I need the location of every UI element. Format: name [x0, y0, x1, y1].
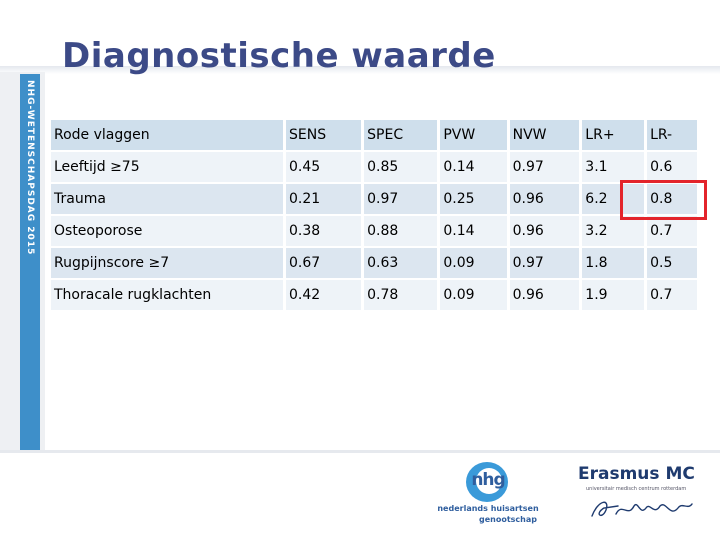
erasmus-logo-name: Erasmus MC: [578, 464, 695, 484]
erasmus-logo-subtitle: universitair medisch centrum rotterdam: [586, 486, 687, 492]
top-rule: [0, 66, 720, 74]
table-row: Osteoporose 0.38 0.88 0.14 0.96 3.2 0.7: [51, 216, 697, 246]
bottom-rule: [0, 450, 720, 453]
row-label-cell: Trauma: [51, 184, 283, 214]
table-cell: 0.38: [286, 216, 362, 246]
row-label-cell: Leeftijd ≥75: [51, 152, 283, 182]
nhg-logo-line2: genootschap: [479, 515, 537, 524]
erasmus-signature-icon: [591, 501, 693, 517]
table-row: Trauma 0.21 0.97 0.25 0.96 6.2 0.8: [51, 184, 697, 214]
row-label-cell: Osteoporose: [51, 216, 283, 246]
table-cell: 0.97: [364, 184, 438, 214]
table-cell: 1.8: [582, 248, 645, 278]
row-label-cell: Thoracale rugklachten: [51, 280, 283, 310]
table-cell: 0.7: [647, 216, 697, 246]
diagnostic-table: Rode vlaggen SENS SPEC PVW NVW LR+ LR- L…: [48, 118, 700, 312]
table-cell: 0.25: [440, 184, 507, 214]
header-cell: SPEC: [364, 120, 438, 150]
table-cell: 3.2: [582, 216, 645, 246]
table-cell: 0.97: [509, 248, 580, 278]
table-cell: 0.8: [647, 184, 697, 214]
side-band: [20, 74, 40, 452]
table-cell: 0.96: [509, 280, 580, 310]
nhg-logo-mark: nhg: [471, 470, 505, 490]
table-cell: 0.42: [286, 280, 362, 310]
nhg-logo: nhg nederlands huisartsen genootschap: [432, 462, 544, 528]
erasmus-logo: Erasmus MC universitair medisch centrum …: [578, 464, 704, 530]
table-cell: 0.45: [286, 152, 362, 182]
table-cell: 3.1: [582, 152, 645, 182]
row-label-cell: Rugpijnscore ≥7: [51, 248, 283, 278]
table-cell: 0.85: [364, 152, 438, 182]
header-cell: LR-: [647, 120, 697, 150]
table-cell: 0.09: [440, 280, 507, 310]
table-cell: 1.9: [582, 280, 645, 310]
table-cell: 0.63: [364, 248, 438, 278]
highlight-box: [620, 180, 707, 220]
table-cell: 0.5: [647, 248, 697, 278]
table-cell: 0.09: [440, 248, 507, 278]
table-cell: 0.6: [647, 152, 697, 182]
header-cell: SENS: [286, 120, 362, 150]
table-cell: 0.7: [647, 280, 697, 310]
nhg-logo-line1: nederlands huisartsen: [437, 504, 539, 513]
table-cell: 0.67: [286, 248, 362, 278]
table-row: Leeftijd ≥75 0.45 0.85 0.14 0.97 3.1 0.6: [51, 152, 697, 182]
table-cell: 0.96: [509, 216, 580, 246]
table-cell: 0.88: [364, 216, 438, 246]
table-cell: 0.96: [509, 184, 580, 214]
header-cell: PVW: [440, 120, 507, 150]
table-cell: 6.2: [582, 184, 645, 214]
table-cell: 0.14: [440, 152, 507, 182]
table-cell: 0.97: [509, 152, 580, 182]
table-cell: 0.21: [286, 184, 362, 214]
side-label: NHG-WETENSCHAPSDAG 2015: [25, 80, 35, 256]
table-header-row: Rode vlaggen SENS SPEC PVW NVW LR+ LR-: [51, 120, 697, 150]
nhg-logo-circle-inner: [476, 468, 502, 494]
table-cell: 0.14: [440, 216, 507, 246]
header-cell: Rode vlaggen: [51, 120, 283, 150]
slide-title: Diagnostische waarde: [62, 36, 496, 76]
header-cell: LR+: [582, 120, 645, 150]
table-row: Thoracale rugklachten 0.42 0.78 0.09 0.9…: [51, 280, 697, 310]
table-cell: 0.78: [364, 280, 438, 310]
table-row: Rugpijnscore ≥7 0.67 0.63 0.09 0.97 1.8 …: [51, 248, 697, 278]
header-cell: NVW: [509, 120, 580, 150]
